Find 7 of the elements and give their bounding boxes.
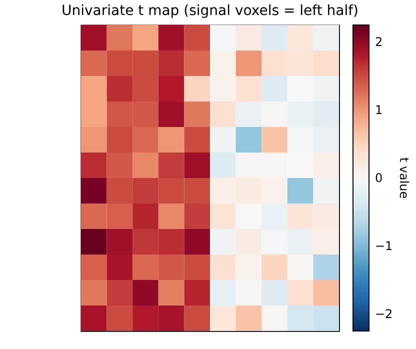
color-bar-label: −1 [375, 239, 393, 253]
color-bar-label: −2 [375, 307, 393, 321]
chart-title: Univariate t map (signal voxels = left half) [61, 3, 359, 19]
color-bar-title: t value [397, 157, 411, 199]
color-bar-label: 1 [375, 103, 383, 117]
color-bar-label: 0 [375, 171, 383, 185]
color-bar-label: 2 [375, 35, 383, 49]
